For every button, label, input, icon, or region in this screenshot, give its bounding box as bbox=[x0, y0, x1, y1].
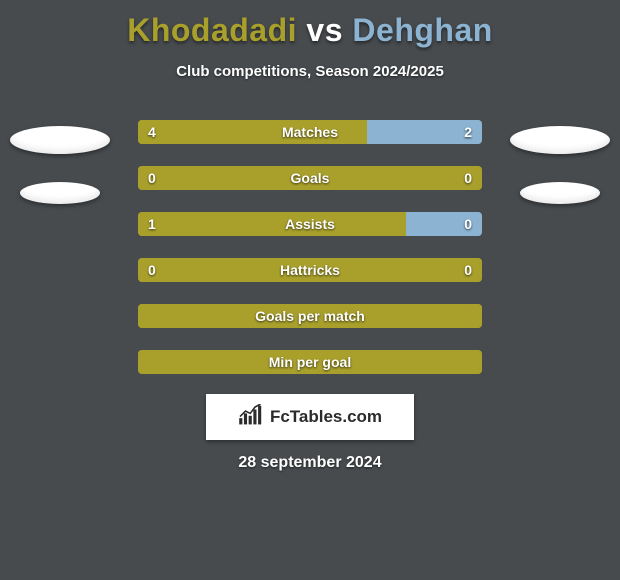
stat-fill-right bbox=[367, 120, 482, 144]
avatar-right-2 bbox=[520, 182, 600, 204]
stat-fill-left bbox=[138, 212, 406, 236]
page-title: Khodadadi vs Dehghan bbox=[0, 0, 620, 49]
avatar-col-left bbox=[0, 120, 120, 204]
subtitle: Club competitions, Season 2024/2025 bbox=[0, 63, 620, 80]
stat-row: Min per goal bbox=[138, 350, 482, 374]
stat-row: Goals per match bbox=[138, 304, 482, 328]
stat-fill-left bbox=[138, 304, 482, 328]
avatar-left-2 bbox=[20, 182, 100, 204]
title-left: Khodadadi bbox=[127, 12, 306, 48]
date-text: 28 september 2024 bbox=[0, 454, 620, 472]
brand-logo-icon bbox=[238, 404, 264, 431]
stat-fill-left bbox=[138, 166, 482, 190]
stat-row: Hattricks00 bbox=[138, 258, 482, 282]
brand-text: FcTables.com bbox=[270, 407, 382, 427]
stat-row: Assists10 bbox=[138, 212, 482, 236]
title-vs: vs bbox=[306, 12, 343, 48]
stat-fill-left bbox=[138, 120, 367, 144]
avatar-col-right bbox=[500, 120, 620, 204]
brand-badge: FcTables.com bbox=[206, 394, 414, 440]
stat-row: Matches42 bbox=[138, 120, 482, 144]
avatar-right-1 bbox=[510, 126, 610, 154]
stat-fill-left bbox=[138, 350, 482, 374]
stat-fill-right bbox=[406, 212, 482, 236]
avatar-left-1 bbox=[10, 126, 110, 154]
stat-row: Goals00 bbox=[138, 166, 482, 190]
title-right: Dehghan bbox=[352, 12, 492, 48]
stat-bars: Matches42 Goals00 Assists10 Hattricks00 Goal… bbox=[138, 120, 482, 374]
stat-fill-left bbox=[138, 258, 482, 282]
